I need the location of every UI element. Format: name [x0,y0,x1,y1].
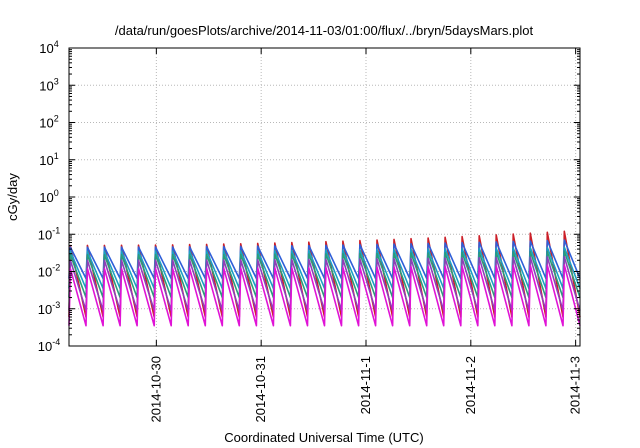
chart-title: /data/run/goesPlots/archive/2014-11-03/0… [115,23,534,38]
y-tick-label: 10-3 [38,300,60,317]
y-tick-label: 10-4 [38,337,60,354]
y-tick-label: 100 [39,188,58,205]
y-tick-label: 10-2 [38,263,60,280]
y-tick-label: 103 [39,76,58,93]
x-axis-label: Coordinated Universal Time (UTC) [224,430,423,445]
x-tick-label: 2014-11-2 [463,356,478,414]
y-tick-label: 102 [39,114,58,131]
y-axis-ticks: 10-4 10-3 10-2 10-1 100 101 102 103 104 [38,39,580,354]
y-axis-label: cGy/day [5,173,20,221]
series-line-6 [68,264,581,327]
y-tick-label: 104 [39,39,58,56]
x-tick-label: 2014-10-30 [148,356,163,423]
x-tick-label: 2014-10-31 [253,356,268,423]
x-tick-label: 2014-11-1 [358,356,373,414]
x-tick-label: 2014-11-3 [568,356,583,414]
x-axis-ticks: 2014-10-30 2014-10-31 2014-11-1 2014-11-2 20… [148,48,583,423]
data-series [68,230,581,327]
y-tick-label: 101 [39,151,58,168]
y-tick-label: 10-1 [38,225,60,242]
